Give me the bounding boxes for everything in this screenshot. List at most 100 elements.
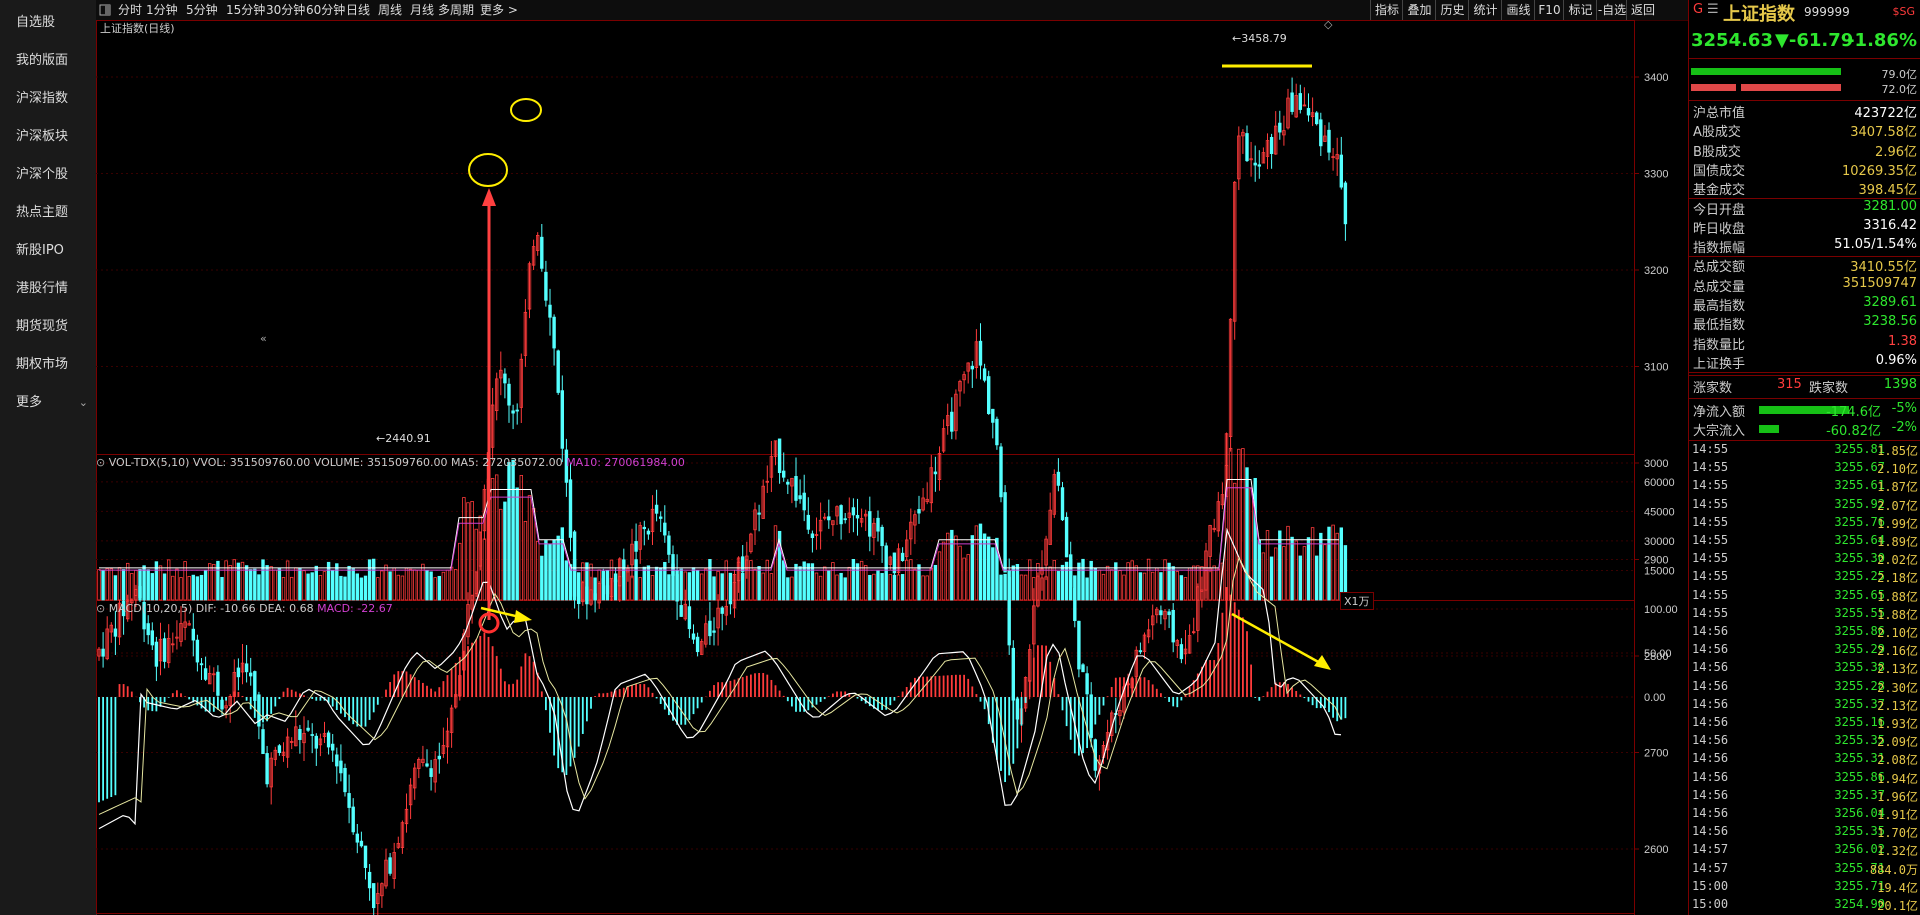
period-tab[interactable]: 更多 > [480,3,518,17]
volume-bar [859,560,864,601]
candle-body [175,636,179,639]
period-tab[interactable]: 多周期 [438,3,475,17]
volume-bar [1015,564,1020,601]
stat-label: 沪总市值 [1693,106,1746,121]
sidebar-item[interactable]: 沪深板块 [0,118,96,156]
volume-bar [367,559,372,601]
volume-bar [167,559,171,601]
period-tab[interactable]: 15分钟 [226,3,266,17]
stat-row: 最低指数 3238.56 [1689,314,1920,333]
candle-body [827,516,831,521]
sidebar-item[interactable]: 沪深个股 [0,156,96,194]
candle-body [929,467,933,504]
diamond-icon[interactable]: ◇ [1324,18,1333,31]
volume-toggle-icon[interactable]: ⊙ [96,456,106,469]
candle-body [1040,568,1044,575]
stat-label: 国债成交 [1693,163,1746,179]
stat-row: 今日开盘 3281.00 [1689,199,1920,218]
stat-value: 398.45亿 [1858,183,1918,199]
kline-chart[interactable]: 3400 3300 3200 3100 3000 2900 2800 2700 2600 6000… [96,18,1688,915]
volume-bar [216,560,220,601]
window-icon[interactable] [99,0,111,20]
volume-bar [618,576,622,601]
sidebar-item[interactable]: 期权市场 [0,346,96,384]
period-tab[interactable]: 日线 [346,3,371,17]
stat-value: 3238.56 [1863,314,1917,330]
candle-body [556,350,560,393]
macd-toggle-icon[interactable]: ⊙ [96,602,106,615]
volume-bar [601,570,605,601]
volume-bar [458,542,462,601]
period-tab[interactable]: 5分钟 [186,3,218,17]
period-tab[interactable]: 分时 [118,3,143,17]
candle-body [544,271,548,301]
tick-p: 3256.02 [1834,842,1885,857]
candle-body [421,758,425,763]
sell-volume-bar-b [1741,84,1841,91]
tick-row: 14:55 3255.81 1.85亿 [1689,442,1920,460]
sidebar-item[interactable]: 期货现货 [0,308,96,346]
candle-body [704,623,708,645]
stat-value: 351509747 [1842,275,1917,291]
candle-body [1278,122,1282,133]
toolbar-button[interactable]: 画线 [1501,0,1535,20]
sidebar-item[interactable]: 更多 ⌄ [0,384,96,422]
candle-body [1319,119,1323,147]
period-tab[interactable]: 60分钟 [306,3,346,17]
candle-body [1003,492,1007,573]
volume-bar [1101,573,1106,601]
volume-ma10-line [99,487,1339,571]
period-tab[interactable]: 1分钟 [146,3,178,17]
collapse-icon[interactable]: « [260,332,267,345]
candle-body [1060,487,1065,521]
toolbar-button[interactable]: 统计 [1468,0,1502,20]
volume-bar [609,559,614,601]
volume-bar [876,570,880,601]
sidebar-item[interactable]: 自选股 [0,4,96,42]
toolbar-button[interactable]: 历史 [1435,0,1469,20]
tick-p: 3255.65 [1834,587,1885,602]
volume-bar [810,563,815,601]
sidebar-item[interactable]: 港股行情 [0,270,96,308]
tick-t: 14:55 [1692,478,1729,493]
toolbar-button[interactable]: 叠加 [1402,0,1436,20]
volume-bar [248,569,253,601]
candle-body [355,833,359,843]
sidebar-item[interactable]: 沪深指数 [0,80,96,118]
tick-row: 14:56 3255.29 2.16亿 [1689,642,1920,660]
macd-tick-label: 0.00 [1644,692,1665,704]
toolbar-button[interactable]: 标记 [1563,0,1597,20]
toolbar-button[interactable]: F10 [1534,0,1564,20]
toolbar-button[interactable]: 指标 [1370,0,1403,20]
volume-bar [392,567,396,601]
volume-bar [650,575,655,601]
stat-label: B股成交 [1693,144,1741,160]
volume-bar [630,575,634,601]
candle-body [199,663,204,666]
period-tab[interactable]: 月线 [410,3,435,17]
candle-body [802,492,806,511]
candle-body [531,246,536,266]
tick-t: 14:55 [1692,605,1729,620]
volume-bar [1310,527,1315,601]
candle-body [507,383,511,406]
toolbar-button[interactable]: 返回 [1626,0,1659,20]
stat-value: 10269.35亿 [1841,163,1917,179]
candle-body [564,449,569,483]
sidebar-item[interactable]: 新股IPO [0,232,96,270]
candle-body [261,729,265,755]
candle-body [855,514,860,519]
period-tab[interactable]: 30分钟 [266,3,306,17]
volume-bar [1052,559,1056,601]
sidebar-item[interactable]: 热点主题 [0,194,96,232]
volume-bar [408,568,413,601]
period-tab[interactable]: 周线 [378,3,403,17]
toolbar-button[interactable]: -自选 [1596,0,1627,20]
menu-icon[interactable]: ☰ [1707,2,1719,17]
candle-body [773,440,778,457]
volume-bar [359,577,364,601]
sidebar-item[interactable]: 我的版面 [0,42,96,80]
candle-body [1257,164,1261,167]
volume-bar [835,574,839,601]
tick-row: 14:56 3255.35 1.70亿 [1689,824,1920,842]
